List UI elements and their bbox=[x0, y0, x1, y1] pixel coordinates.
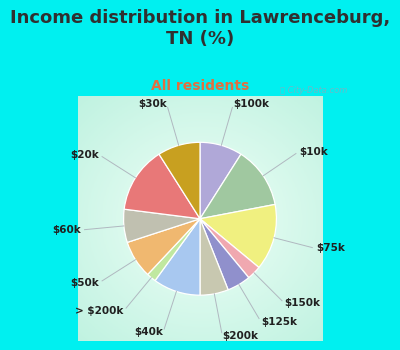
Text: ⓘ City-Data.com: ⓘ City-Data.com bbox=[280, 86, 347, 96]
Text: $150k: $150k bbox=[284, 298, 320, 308]
Wedge shape bbox=[200, 219, 228, 295]
Text: $40k: $40k bbox=[134, 328, 163, 337]
Text: $125k: $125k bbox=[261, 317, 297, 327]
Text: All residents: All residents bbox=[151, 79, 249, 93]
Text: $200k: $200k bbox=[222, 331, 258, 341]
Wedge shape bbox=[127, 219, 200, 274]
Text: $10k: $10k bbox=[299, 147, 328, 156]
Wedge shape bbox=[159, 142, 200, 219]
Text: $100k: $100k bbox=[233, 99, 269, 109]
Wedge shape bbox=[200, 154, 275, 219]
Wedge shape bbox=[148, 219, 200, 281]
Wedge shape bbox=[200, 142, 241, 219]
Text: > $200k: > $200k bbox=[76, 306, 124, 316]
Wedge shape bbox=[200, 219, 259, 278]
Text: $60k: $60k bbox=[52, 225, 81, 235]
Text: $75k: $75k bbox=[316, 244, 345, 253]
Wedge shape bbox=[200, 219, 249, 290]
Wedge shape bbox=[124, 154, 200, 219]
Wedge shape bbox=[200, 204, 276, 267]
Wedge shape bbox=[124, 209, 200, 242]
Text: $30k: $30k bbox=[138, 99, 167, 109]
Text: $20k: $20k bbox=[70, 150, 99, 160]
Text: Income distribution in Lawrenceburg,
TN (%): Income distribution in Lawrenceburg, TN … bbox=[10, 9, 390, 48]
Wedge shape bbox=[155, 219, 200, 295]
Text: $50k: $50k bbox=[70, 278, 99, 288]
